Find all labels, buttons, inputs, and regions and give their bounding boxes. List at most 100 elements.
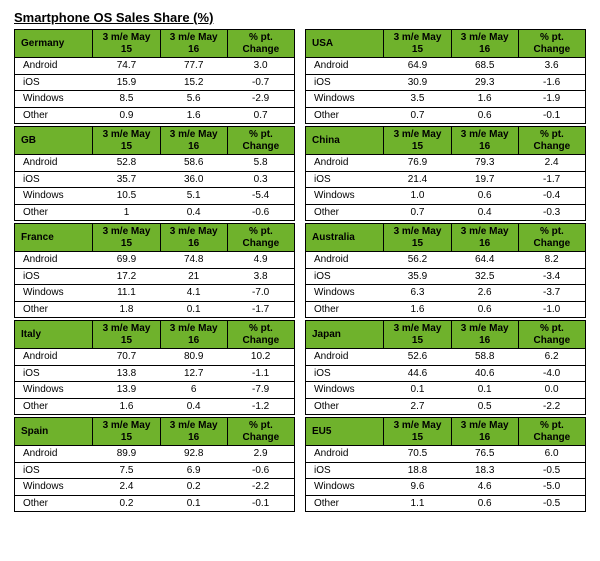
cell-value: -7.0 — [227, 285, 294, 302]
column-header: 3 m/e May 15 — [93, 418, 160, 446]
table-row: Other1.10.6-0.5 — [306, 495, 586, 512]
cell-value: 80.9 — [160, 349, 227, 366]
table-row: Windows10.55.1-5.4 — [15, 188, 295, 205]
os-label: iOS — [15, 74, 93, 91]
country-header: Italy — [15, 321, 93, 349]
cell-value: 0.6 — [451, 301, 518, 318]
table-row: Windows2.40.2-2.2 — [15, 479, 295, 496]
cell-value: 1.8 — [93, 301, 160, 318]
table-row: Android76.979.32.4 — [306, 155, 586, 172]
os-label: Other — [306, 107, 384, 124]
cell-value: 8.2 — [518, 252, 585, 269]
cell-value: 74.8 — [160, 252, 227, 269]
os-label: Other — [15, 204, 93, 221]
column-header: % pt. Change — [518, 30, 585, 58]
cell-value: 4.9 — [227, 252, 294, 269]
cell-value: -2.9 — [227, 91, 294, 108]
os-label: Android — [306, 58, 384, 75]
cell-value: 44.6 — [384, 365, 451, 382]
cell-value: -1.0 — [518, 301, 585, 318]
column-header: 3 m/e May 15 — [384, 30, 451, 58]
cell-value: 3.8 — [227, 268, 294, 285]
cell-value: -0.3 — [518, 204, 585, 221]
table-row: Android56.264.48.2 — [306, 252, 586, 269]
cell-value: 17.2 — [93, 268, 160, 285]
os-label: Other — [306, 398, 384, 415]
table-row: iOS13.812.7-1.1 — [15, 365, 295, 382]
cell-value: -3.7 — [518, 285, 585, 302]
cell-value: 0.7 — [384, 107, 451, 124]
cell-value: -2.2 — [227, 479, 294, 496]
cell-value: 64.4 — [451, 252, 518, 269]
cell-value: 9.6 — [384, 479, 451, 496]
column-header: 3 m/e May 16 — [160, 30, 227, 58]
page-title: Smartphone OS Sales Share (%) — [14, 10, 586, 25]
left-column: Germany3 m/e May 153 m/e May 16% pt. Cha… — [14, 29, 295, 512]
column-header: % pt. Change — [227, 224, 294, 252]
cell-value: -4.0 — [518, 365, 585, 382]
table-row: Android74.777.73.0 — [15, 58, 295, 75]
cell-value: 0.5 — [451, 398, 518, 415]
os-label: iOS — [15, 171, 93, 188]
column-header: 3 m/e May 15 — [384, 224, 451, 252]
column-header: 3 m/e May 15 — [384, 321, 451, 349]
region-table: GB3 m/e May 153 m/e May 16% pt. ChangeAn… — [14, 126, 295, 221]
cell-value: 40.6 — [451, 365, 518, 382]
table-row: Windows6.32.6-3.7 — [306, 285, 586, 302]
cell-value: 7.5 — [93, 462, 160, 479]
os-label: Windows — [15, 91, 93, 108]
column-header: 3 m/e May 16 — [451, 321, 518, 349]
cell-value: 3.5 — [384, 91, 451, 108]
column-header: 3 m/e May 16 — [451, 418, 518, 446]
cell-value: 52.6 — [384, 349, 451, 366]
os-label: Android — [306, 155, 384, 172]
right-column: USA3 m/e May 153 m/e May 16% pt. ChangeA… — [305, 29, 586, 512]
os-label: iOS — [306, 268, 384, 285]
cell-value: 3.0 — [227, 58, 294, 75]
cell-value: 5.6 — [160, 91, 227, 108]
table-row: Other0.70.4-0.3 — [306, 204, 586, 221]
column-header: % pt. Change — [518, 224, 585, 252]
cell-value: 6.0 — [518, 446, 585, 463]
country-header: GB — [15, 127, 93, 155]
cell-value: -0.6 — [227, 462, 294, 479]
table-row: Windows3.51.6-1.9 — [306, 91, 586, 108]
column-header: 3 m/e May 15 — [384, 127, 451, 155]
cell-value: 56.2 — [384, 252, 451, 269]
cell-value: 1.6 — [93, 398, 160, 415]
table-row: Other0.20.1-0.1 — [15, 495, 295, 512]
cell-value: 32.5 — [451, 268, 518, 285]
os-label: Other — [306, 204, 384, 221]
cell-value: 18.8 — [384, 462, 451, 479]
region-table: USA3 m/e May 153 m/e May 16% pt. ChangeA… — [305, 29, 586, 124]
column-header: 3 m/e May 16 — [160, 321, 227, 349]
cell-value: -2.2 — [518, 398, 585, 415]
table-row: Other2.70.5-2.2 — [306, 398, 586, 415]
os-label: Windows — [306, 479, 384, 496]
os-label: Windows — [15, 479, 93, 496]
cell-value: 4.1 — [160, 285, 227, 302]
cell-value: -0.1 — [518, 107, 585, 124]
table-row: Android52.858.65.8 — [15, 155, 295, 172]
cell-value: -3.4 — [518, 268, 585, 285]
column-header: 3 m/e May 16 — [160, 418, 227, 446]
cell-value: -5.4 — [227, 188, 294, 205]
cell-value: -1.1 — [227, 365, 294, 382]
cell-value: -0.7 — [227, 74, 294, 91]
os-label: Windows — [15, 285, 93, 302]
cell-value: 52.8 — [93, 155, 160, 172]
country-header: USA — [306, 30, 384, 58]
cell-value: 13.9 — [93, 382, 160, 399]
column-header: % pt. Change — [518, 321, 585, 349]
cell-value: 10.5 — [93, 188, 160, 205]
cell-value: 58.6 — [160, 155, 227, 172]
cell-value: 15.2 — [160, 74, 227, 91]
cell-value: -0.6 — [227, 204, 294, 221]
cell-value: 4.6 — [451, 479, 518, 496]
cell-value: 5.1 — [160, 188, 227, 205]
table-row: iOS44.640.6-4.0 — [306, 365, 586, 382]
cell-value: 77.7 — [160, 58, 227, 75]
cell-value: 76.5 — [451, 446, 518, 463]
country-header: France — [15, 224, 93, 252]
os-label: Android — [15, 446, 93, 463]
